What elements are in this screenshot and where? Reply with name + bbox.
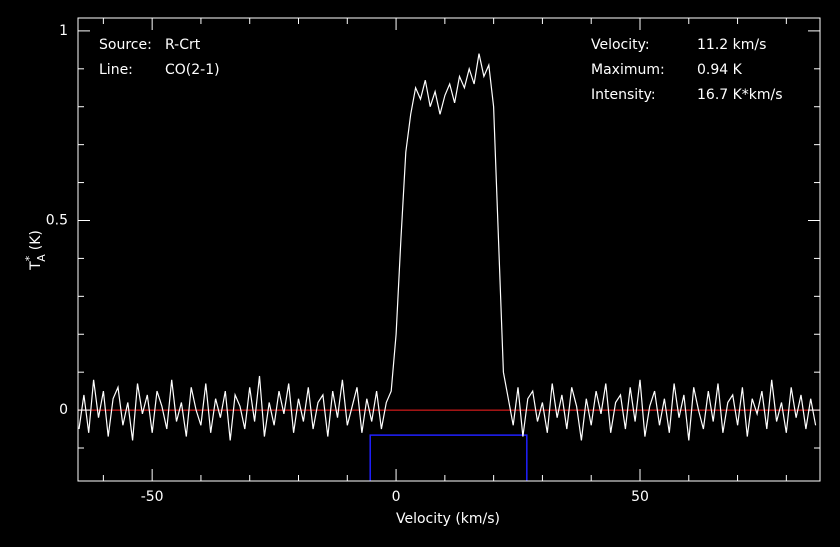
y-label-sub: A: [35, 254, 48, 262]
y-tick-label: 1: [59, 23, 68, 39]
y-axis-label: T*A (K): [23, 230, 48, 271]
y-label-unit: (K): [28, 230, 44, 250]
info-value: 16.7 K*km/s: [697, 87, 783, 103]
y-label-sup: *: [23, 255, 36, 261]
x-tick-label: 0: [392, 489, 401, 505]
info-label: Maximum:: [591, 62, 665, 78]
y-tick-label: 0.5: [46, 212, 68, 228]
x-tick-label: 50: [631, 489, 649, 505]
y-label-base: T: [28, 261, 44, 271]
info-value: CO(2-1): [165, 62, 220, 78]
plot-frame: [77, 17, 821, 482]
info-value: 0.94 K: [697, 62, 743, 78]
spectrum-line: [78, 53, 817, 441]
x-axis-label: Velocity (km/s): [396, 511, 500, 527]
x-tick-label: -50: [141, 489, 164, 505]
info-label: Source:: [99, 37, 152, 53]
info-label: Intensity:: [591, 87, 656, 103]
info-label: Line:: [99, 62, 133, 78]
info-label: Velocity:: [591, 37, 650, 53]
y-tick-label: 0: [59, 402, 68, 418]
info-value: 11.2 km/s: [697, 37, 766, 53]
window-marker: [369, 434, 528, 481]
info-value: R-Crt: [165, 37, 201, 53]
